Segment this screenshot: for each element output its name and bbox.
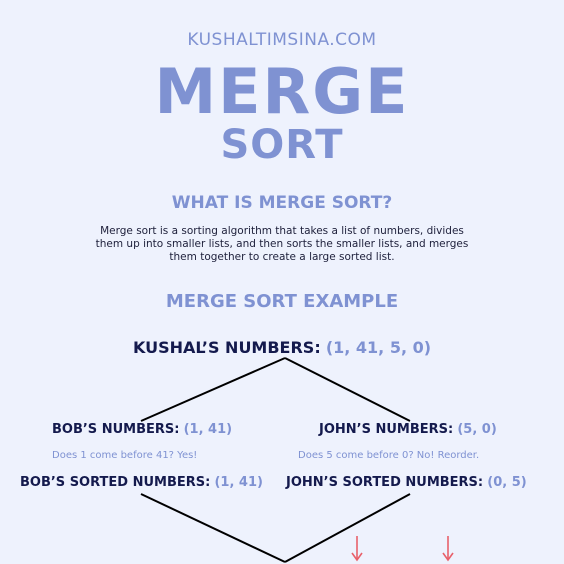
example-heading: MERGE SORT EXAMPLE bbox=[165, 291, 399, 312]
site-name: KUSHALTIMSINA.COM bbox=[187, 30, 377, 50]
right-numbers: JOHN’S NUMBERS: (5, 0) bbox=[319, 422, 497, 437]
what-heading: WHAT IS MERGE SORT? bbox=[171, 193, 393, 213]
down-arrow-icon bbox=[351, 536, 363, 562]
right-value: (5, 0) bbox=[457, 422, 497, 437]
root-numbers: KUSHAL’S NUMBERS: (1, 41, 5, 0) bbox=[0, 338, 564, 357]
title-sort: SORT bbox=[220, 122, 344, 168]
right-note: Does 5 come before 0? No! Reorder. bbox=[298, 450, 480, 461]
merge-line-right bbox=[284, 493, 411, 563]
root-value: (1, 41, 5, 0) bbox=[325, 338, 432, 357]
down-arrow-icon bbox=[442, 536, 454, 562]
merge-line-left bbox=[140, 493, 286, 563]
left-sorted-label: BOB’S SORTED NUMBERS: bbox=[20, 475, 211, 490]
right-sorted-value: (0, 5) bbox=[487, 475, 527, 490]
right-sorted-numbers: JOHN’S SORTED NUMBERS: (0, 5) bbox=[286, 475, 527, 490]
description: Merge sort is a sorting algorithm that t… bbox=[95, 225, 469, 263]
right-label: JOHN’S NUMBERS: bbox=[319, 422, 454, 437]
title-merge: MERGE bbox=[154, 55, 410, 128]
right-sorted-label: JOHN’S SORTED NUMBERS: bbox=[286, 475, 484, 490]
left-label: BOB’S NUMBERS: bbox=[52, 422, 180, 437]
split-line-left bbox=[140, 357, 286, 422]
left-value: (1, 41) bbox=[183, 422, 233, 437]
left-sorted-numbers: BOB’S SORTED NUMBERS: (1, 41) bbox=[20, 475, 263, 490]
root-label: KUSHAL’S NUMBERS: bbox=[132, 338, 321, 357]
left-numbers: BOB’S NUMBERS: (1, 41) bbox=[52, 422, 232, 437]
left-sorted-value: (1, 41) bbox=[214, 475, 263, 490]
split-line-right bbox=[284, 357, 411, 422]
left-note: Does 1 come before 41? Yes! bbox=[52, 450, 198, 461]
